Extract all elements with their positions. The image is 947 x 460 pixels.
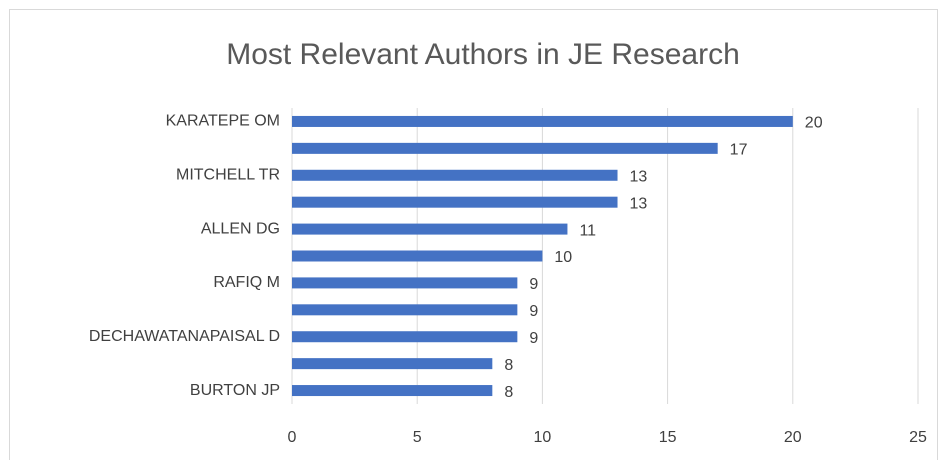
data-label: 11 (579, 222, 596, 239)
y-tick-label: KARATEPE OM (166, 113, 280, 130)
y-tick-label: RAFIQ M (213, 274, 280, 291)
data-label: 17 (730, 142, 748, 159)
data-label: 10 (554, 249, 572, 266)
x-tick-label: 25 (909, 429, 927, 446)
bar (292, 331, 518, 343)
x-tick-label: 10 (534, 429, 552, 446)
data-label: 9 (529, 303, 538, 320)
bar (292, 277, 518, 289)
y-tick-label: MITCHELL TR (176, 166, 280, 183)
data-label: 13 (630, 195, 648, 212)
bar (292, 196, 618, 208)
data-label: 8 (504, 357, 513, 374)
x-tick-label: 5 (413, 429, 422, 446)
bar (292, 142, 718, 154)
bar (292, 304, 518, 316)
bar (292, 385, 493, 397)
data-label: 13 (630, 168, 648, 185)
y-tick-label: DECHAWATANAPAISAL D (89, 328, 280, 345)
bar (292, 250, 543, 262)
bar (292, 115, 793, 127)
bar (292, 223, 568, 235)
y-tick-label: ALLEN DG (201, 220, 280, 237)
data-label: 9 (529, 330, 538, 347)
y-tick-label: BURTON JP (190, 382, 280, 399)
x-tick-label: 15 (659, 429, 677, 446)
chart-border (9, 9, 938, 460)
x-tick-label: 20 (784, 429, 802, 446)
data-label: 8 (504, 384, 513, 401)
bar (292, 358, 493, 370)
bar (292, 169, 618, 181)
chart-title: Most Relevant Authors in JE Research (226, 38, 740, 71)
x-tick-label: 0 (288, 429, 297, 446)
data-label: 9 (529, 276, 538, 293)
data-label: 20 (805, 115, 823, 132)
